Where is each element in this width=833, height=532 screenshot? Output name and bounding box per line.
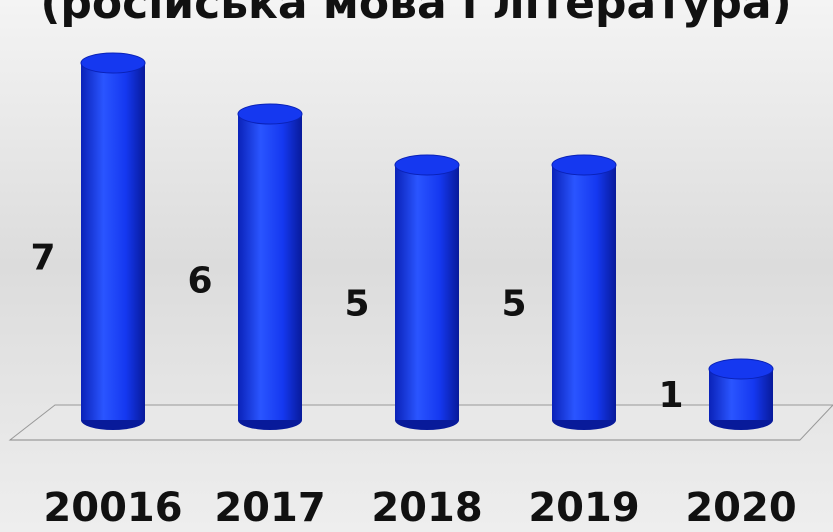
bar — [81, 63, 145, 420]
x-tick-label: 2019 — [528, 485, 639, 531]
data-label: 5 — [501, 283, 526, 324]
x-tick-label: 2020 — [685, 485, 796, 531]
bar-top — [708, 358, 774, 380]
bar-top — [237, 103, 303, 125]
bar — [395, 165, 459, 420]
bar — [552, 165, 616, 420]
x-tick-label: 2018 — [371, 485, 482, 531]
bar-top — [394, 154, 460, 176]
data-label: 5 — [344, 283, 369, 324]
data-label: 1 — [658, 375, 683, 416]
bar — [238, 114, 302, 420]
data-label: 7 — [30, 237, 55, 278]
data-label: 6 — [187, 260, 212, 301]
bar-top — [80, 52, 146, 74]
chart-title: (російська мова і література) — [40, 0, 791, 29]
bar-top — [551, 154, 617, 176]
x-tick-label: 20016 — [43, 485, 182, 531]
x-tick-label: 2017 — [214, 485, 325, 531]
